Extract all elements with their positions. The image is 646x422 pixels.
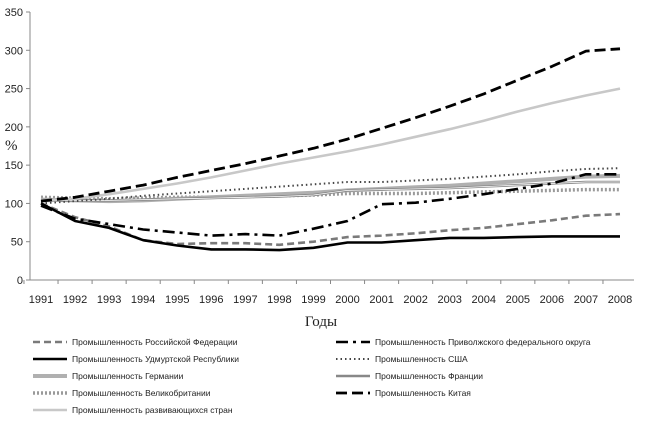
series-line <box>40 173 620 237</box>
x-tick-label: 1994 <box>131 294 155 306</box>
legend-label: Промышленность Франции <box>375 371 483 381</box>
series-line-inner <box>40 181 620 202</box>
x-tick-label: 2003 <box>437 294 461 306</box>
x-tick-label: 2001 <box>369 294 393 306</box>
series-line <box>40 47 621 203</box>
legend-label: Промышленность Российской Федерации <box>72 337 238 347</box>
legend-label: Промышленность Германии <box>72 371 184 381</box>
x-tick-label: 1992 <box>63 294 87 306</box>
y-tick-label: 300 <box>5 45 23 57</box>
x-tick-label: 1995 <box>165 294 189 306</box>
legend-label: Промышленность Великобритании <box>72 388 211 398</box>
x-tick-label: 1999 <box>301 294 325 306</box>
plot-area <box>40 47 621 252</box>
legend: Промышленность Российской Федерации Промы… <box>33 337 591 415</box>
x-tick-label: 1998 <box>267 294 291 306</box>
x-tick-label: 2007 <box>574 294 598 306</box>
y-tick-label: 150 <box>5 160 23 172</box>
y-tick-label: 200 <box>5 122 23 134</box>
x-tick-label: 2004 <box>472 294 496 306</box>
x-tick-label: 2000 <box>335 294 359 306</box>
x-tick-label: 1991 <box>29 294 53 306</box>
x-tick-label: 2006 <box>540 294 564 306</box>
series-line <box>40 187 620 201</box>
x-tick-label: 2005 <box>506 294 530 306</box>
series-line <box>40 202 620 252</box>
y-tick-label: 350 <box>5 7 23 19</box>
x-tick-label: 1993 <box>97 294 121 306</box>
y-tick-label: 50 <box>11 237 23 249</box>
x-tick-label: 2008 <box>608 294 632 306</box>
series-line <box>40 87 621 203</box>
x-tick-label: 2002 <box>403 294 427 306</box>
y-tick-label: 250 <box>5 84 23 96</box>
y-axis: 0 50 100 150 200 250 300 350 <box>5 7 31 287</box>
y-tick-label: 100 <box>5 198 23 210</box>
legend-label: Промышленность Приволжского федерального… <box>375 337 591 347</box>
x-axis-label: Годы <box>305 314 337 330</box>
y-tick-label: 0 <box>17 275 23 287</box>
legend-label: Промышленность развивающихся стран <box>72 405 233 415</box>
legend-label: Промышленность Китая <box>375 388 471 398</box>
y-axis-label: % <box>5 138 18 154</box>
x-axis: 1991 1992 1993 1994 1995 1996 1997 1998 1999 2000… <box>23 279 634 306</box>
x-tick-label: 1997 <box>233 294 257 306</box>
legend-label: Промышленность США <box>375 354 468 364</box>
x-tick-label: 1996 <box>199 294 223 306</box>
legend-label: Промышленность Удмуртской Республики <box>72 354 239 364</box>
